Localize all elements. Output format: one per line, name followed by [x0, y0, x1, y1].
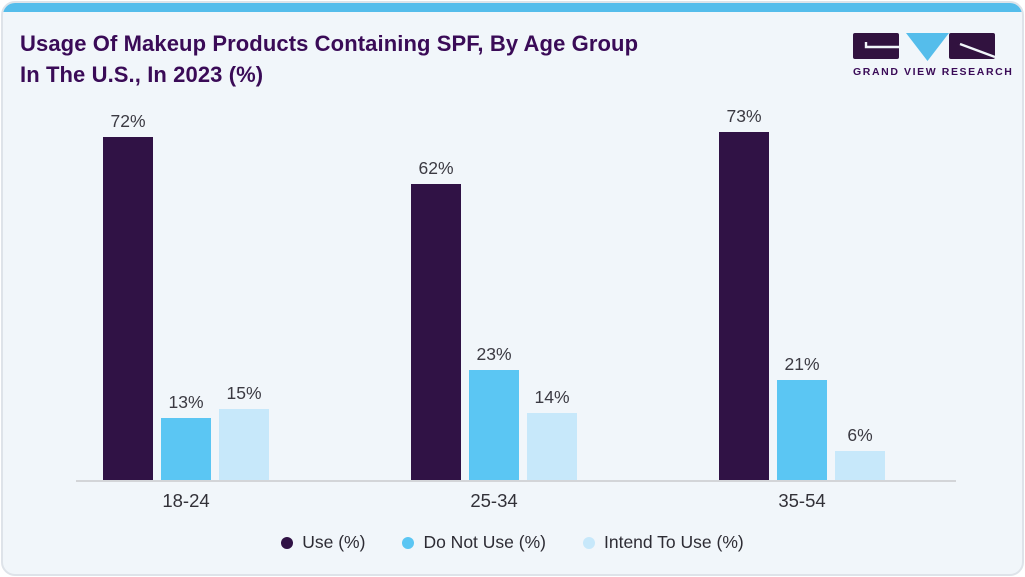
- bar-wrap: 13%: [161, 392, 211, 480]
- bar-25-34-do-not-use-: [469, 370, 519, 480]
- bar-18-24-do-not-use-: [161, 418, 211, 480]
- bar-35-54-use-: [719, 132, 769, 480]
- bar-25-34-use-: [411, 184, 461, 480]
- bar-25-34-intend-to-use-: [527, 413, 577, 480]
- bar-chart-plot-area: 72% 13% 15% 18-24 62% 23% 14% 25-34 73% 21% 6% 35-5…: [76, 98, 956, 511]
- bar-value-label: 73%: [726, 106, 762, 126]
- bar-value-label: 13%: [168, 392, 204, 412]
- bar-wrap: 14%: [527, 387, 577, 480]
- legend-label-intend-to-use: Intend To Use (%): [603, 532, 744, 552]
- category-label-18-24: 18-24: [162, 490, 210, 511]
- bar-wrap: 6%: [835, 425, 885, 480]
- chart-title: Usage Of Makeup Products Containing SPF,…: [20, 28, 830, 90]
- bar-group-35-54: 73% 21% 6%: [719, 106, 885, 480]
- bar-value-label: 14%: [534, 387, 570, 407]
- legend-item-do-not-use: Do Not Use (%): [402, 532, 546, 553]
- bar-value-label: 72%: [110, 111, 146, 131]
- chart-title-line-2: In The U.S., In 2023 (%): [20, 62, 264, 87]
- bar-value-label: 23%: [476, 344, 512, 364]
- bar-wrap: 73%: [719, 106, 769, 480]
- category-label-35-54: 35-54: [778, 490, 826, 511]
- x-axis-line: [76, 480, 956, 482]
- bar-wrap: 21%: [777, 354, 827, 480]
- bar-value-label: 6%: [847, 425, 873, 445]
- gvr-logo-icon: [853, 33, 995, 61]
- bar-35-54-intend-to-use-: [835, 451, 885, 480]
- bar-wrap: 15%: [219, 383, 269, 480]
- legend-item-use: Use (%): [281, 532, 365, 553]
- legend-item-intend-to-use: Intend To Use (%): [582, 532, 744, 553]
- legend-marker-use-icon: [281, 536, 294, 549]
- legend-label-use: Use (%): [302, 532, 366, 552]
- bar-wrap: 72%: [103, 111, 153, 480]
- legend-marker-intend-to-use-icon: [582, 536, 595, 549]
- bar-group-18-24: 72% 13% 15%: [103, 111, 269, 480]
- grand-view-research-logo: GRAND VIEW RESEARCH: [853, 33, 1014, 78]
- bar-value-label: 21%: [784, 354, 820, 374]
- legend-marker-do-not-use-icon: [402, 536, 415, 549]
- chart-title-line-1: Usage Of Makeup Products Containing SPF,…: [20, 31, 639, 56]
- bar-group-25-34: 62% 23% 14%: [411, 158, 577, 480]
- chart-legend: Use (%) Do Not Use (%) Intend To Use (%): [3, 532, 1022, 553]
- bar-35-54-do-not-use-: [777, 380, 827, 480]
- logo-text: GRAND VIEW RESEARCH: [853, 66, 1014, 78]
- bar-18-24-use-: [103, 137, 153, 480]
- bar-value-label: 15%: [226, 383, 262, 403]
- bar-wrap: 62%: [411, 158, 461, 480]
- legend-label-do-not-use: Do Not Use (%): [423, 532, 546, 552]
- bar-18-24-intend-to-use-: [219, 409, 269, 480]
- bar-wrap: 23%: [469, 344, 519, 480]
- category-label-25-34: 25-34: [470, 490, 518, 511]
- bar-value-label: 62%: [418, 158, 454, 178]
- accent-top-strip: [3, 3, 1022, 12]
